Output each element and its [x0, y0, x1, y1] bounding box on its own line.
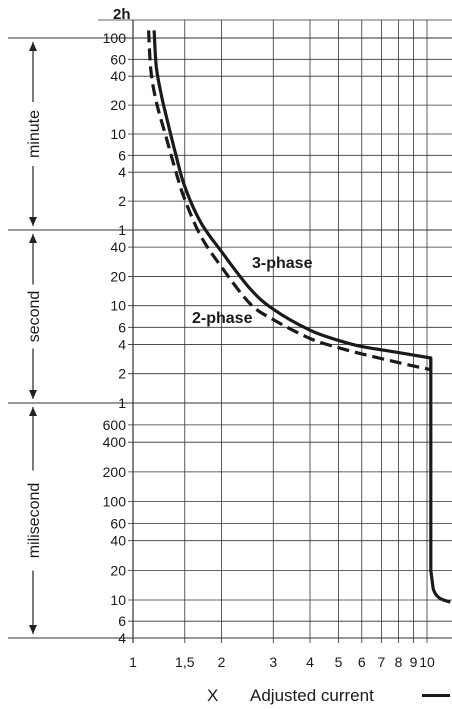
series-line-3-phase — [152, 30, 451, 604]
x-tick-label: 8 — [395, 654, 403, 670]
x-tick-label: 10 — [419, 654, 435, 670]
y-tick-label: 10 — [110, 126, 126, 142]
x-axis-caption: Adjusted current — [250, 686, 374, 705]
y-tick-label: 20 — [110, 562, 126, 578]
y-tick-label: 20 — [110, 268, 126, 284]
x-tick-label: 5 — [335, 654, 343, 670]
arrow-down-icon — [29, 390, 37, 399]
y-tick-label: 10 — [110, 592, 126, 608]
x-tick-label: 6 — [358, 654, 366, 670]
arrow-up-icon — [29, 407, 37, 416]
y-tick-label: 600 — [103, 417, 127, 433]
y-tick-label: 40 — [110, 533, 126, 549]
y-tick-label: 4 — [118, 164, 126, 180]
axis-ticks: 1006040201064214020106421600400200100604… — [103, 30, 435, 670]
y-tick-label: 4 — [118, 336, 126, 352]
y-tick-label: 1 — [118, 395, 126, 411]
y-tick-label: 6 — [118, 147, 126, 163]
y-tick-label: 2 — [118, 366, 126, 382]
time-band-brackets: minute second milisecond — [24, 42, 43, 634]
x-tick-label: 9 — [410, 654, 418, 670]
band-label-minute: minute — [26, 110, 43, 158]
band-label-milisecond: milisecond — [26, 483, 43, 559]
y-tick-label: 6 — [118, 613, 126, 629]
band-label-mask — [24, 284, 42, 349]
y-tick-label: 60 — [110, 515, 126, 531]
x-tick-label: 7 — [378, 654, 386, 670]
y-tick-label: 10 — [110, 298, 126, 314]
grid — [8, 19, 452, 643]
band-label-mask — [24, 102, 42, 166]
x-tick-label: 2 — [218, 654, 226, 670]
x-tick-label: 1,5 — [175, 654, 195, 670]
x-tick-label: 4 — [306, 654, 314, 670]
arrow-up-icon — [29, 234, 37, 243]
y-tick-label: 2 — [118, 193, 126, 209]
x-caption-prefix: X — [207, 686, 218, 705]
arrow-down-icon — [29, 625, 37, 634]
series-label-3-phase: 3-phase — [252, 255, 313, 272]
y-tick-label: 40 — [110, 239, 126, 255]
y-tick-label: 40 — [110, 68, 126, 84]
legend-line-sample — [422, 694, 450, 697]
y-tick-label: 20 — [110, 97, 126, 113]
y-tick-label: 60 — [110, 51, 126, 67]
series-line-2-phase — [147, 30, 432, 372]
top-tick-label: 2h — [113, 6, 131, 23]
series-curves — [147, 30, 451, 604]
y-tick-label: 400 — [103, 434, 127, 450]
y-tick-label: 6 — [118, 319, 126, 335]
x-tick-label: 1 — [129, 654, 137, 670]
series-label-2-phase: 2-phase — [192, 310, 253, 327]
arrow-up-icon — [29, 42, 37, 51]
y-tick-label: 100 — [103, 30, 127, 46]
x-tick-label: 3 — [269, 654, 277, 670]
y-tick-label: 4 — [118, 630, 126, 646]
arrow-down-icon — [29, 217, 37, 226]
band-label-second: second — [26, 291, 43, 343]
y-tick-label: 200 — [103, 464, 127, 480]
y-tick-label: 100 — [103, 494, 127, 510]
band-label-mask — [24, 470, 42, 571]
y-tick-label: 1 — [118, 222, 126, 238]
